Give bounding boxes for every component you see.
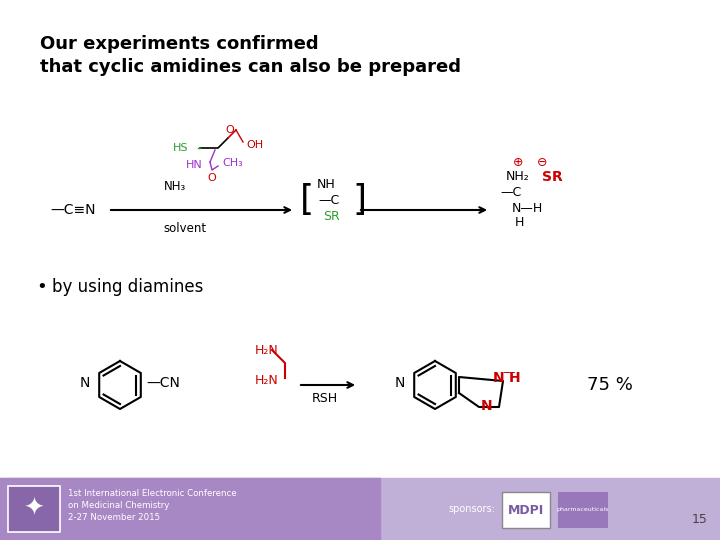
Text: —C: —C (318, 193, 339, 206)
Text: CH₃: CH₃ (222, 158, 243, 168)
Text: NH₂: NH₂ (506, 171, 530, 184)
Text: ⊖: ⊖ (536, 156, 547, 168)
Text: solvent: solvent (163, 221, 207, 234)
Bar (8, 486, 60, 532)
Text: HN: HN (186, 160, 203, 170)
Text: N: N (395, 376, 405, 390)
Text: pharmaceuticals: pharmaceuticals (557, 508, 609, 512)
Text: 2-27 November 2015: 2-27 November 2015 (68, 514, 160, 523)
Text: 75 %: 75 % (587, 376, 633, 394)
Text: that cyclic amidines can also be prepared: that cyclic amidines can also be prepare… (40, 58, 461, 76)
Text: by using diamines: by using diamines (52, 278, 203, 296)
Text: Our experiments confirmed: Our experiments confirmed (40, 35, 319, 53)
Text: N: N (481, 399, 492, 413)
Text: •: • (36, 278, 47, 296)
Text: H₂N: H₂N (255, 374, 279, 387)
Text: ✦: ✦ (24, 497, 45, 521)
Text: ⊕: ⊕ (513, 156, 523, 168)
Text: RSH: RSH (312, 392, 338, 404)
Text: O: O (225, 125, 235, 135)
Text: NH: NH (317, 179, 336, 192)
Text: SR: SR (542, 170, 563, 184)
Text: [: [ (300, 183, 314, 217)
Text: H: H (509, 371, 521, 385)
Text: H₂N: H₂N (255, 343, 279, 356)
Bar (0, 478, 380, 540)
Text: N—H: N—H (512, 201, 544, 214)
Text: —CN: —CN (146, 376, 180, 390)
Bar (558, 492, 608, 528)
Bar (0, 478, 720, 540)
Text: on Medicinal Chemistry: on Medicinal Chemistry (68, 502, 169, 510)
Text: ]: ] (352, 183, 366, 217)
Text: OH: OH (246, 140, 263, 150)
Text: HS: HS (173, 143, 188, 153)
Text: N: N (80, 376, 90, 390)
Text: —: — (503, 366, 516, 379)
Bar (502, 492, 550, 528)
Text: O: O (207, 173, 217, 183)
Text: sponsors:: sponsors: (448, 504, 495, 514)
Text: MDPI: MDPI (508, 503, 544, 516)
Text: NH₃: NH₃ (164, 180, 186, 193)
Text: —C: —C (500, 186, 521, 199)
Text: 1st International Electronic Conference: 1st International Electronic Conference (68, 489, 237, 498)
Text: SR: SR (323, 210, 340, 222)
Text: N: N (493, 371, 505, 385)
Text: 15: 15 (692, 513, 708, 526)
Text: H: H (515, 215, 524, 228)
Text: —C≡N: —C≡N (50, 203, 96, 217)
